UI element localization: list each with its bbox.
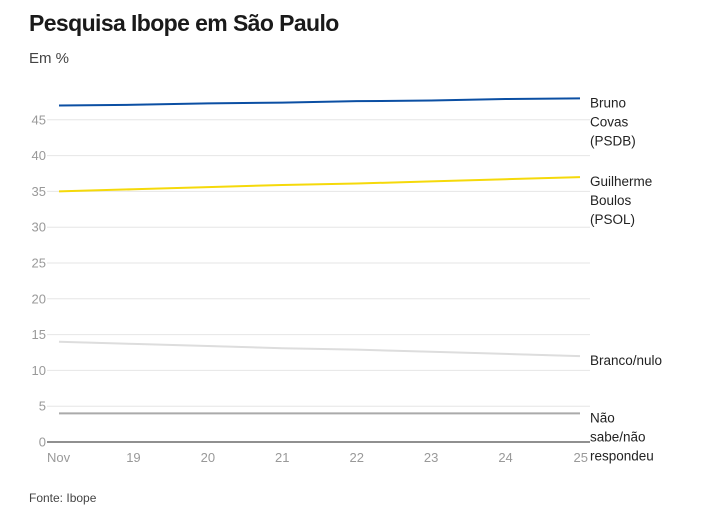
y-tick-label: 35 [32, 184, 46, 199]
y-tick-label: 15 [32, 327, 46, 342]
x-tick-label: 22 [349, 450, 363, 465]
y-tick-label: 0 [39, 435, 46, 450]
x-tick-label: 24 [498, 450, 512, 465]
y-tick-label: 30 [32, 220, 46, 235]
grid-lines [47, 119, 590, 407]
source-note: Fonte: Ibope [29, 491, 97, 505]
series-label: Não sabe/não respondeu [590, 410, 654, 463]
x-tick-label: 23 [424, 450, 438, 465]
x-tick-label: 19 [126, 450, 140, 465]
series-line [58, 340, 581, 358]
x-tick-label: 20 [201, 450, 215, 465]
chart-subtitle: Em % [29, 50, 70, 67]
series-label: Bruno Covas (PSDB) [590, 95, 636, 148]
y-tick-label: 5 [39, 399, 46, 414]
y-tick-label: 20 [32, 291, 46, 306]
x-axis-ticks: Nov 19 20 21 22 23 24 25 [47, 450, 588, 465]
series-lines [58, 97, 581, 415]
chart-title: Pesquisa Ibope em São Paulo [29, 10, 339, 36]
y-tick-label: 10 [32, 363, 46, 378]
series-labels: Bruno Covas (PSDB) Guilherme Boulos (PSOL) Bra… [590, 95, 662, 463]
series-line [58, 176, 581, 193]
y-tick-label: 25 [32, 256, 46, 271]
y-tick-label: 40 [32, 148, 46, 163]
y-tick-label: 45 [32, 112, 46, 127]
x-tick-label: 21 [275, 450, 289, 465]
series-label: Branco/nulo [590, 353, 662, 368]
y-axis-ticks: 0 5 10 15 20 25 30 35 40 45 [32, 112, 46, 449]
x-tick-label: 25 [574, 450, 588, 465]
series-line [58, 97, 581, 107]
series-label: Guilherme Boulos (PSOL) [590, 174, 652, 227]
x-tick-label: Nov [47, 450, 71, 465]
